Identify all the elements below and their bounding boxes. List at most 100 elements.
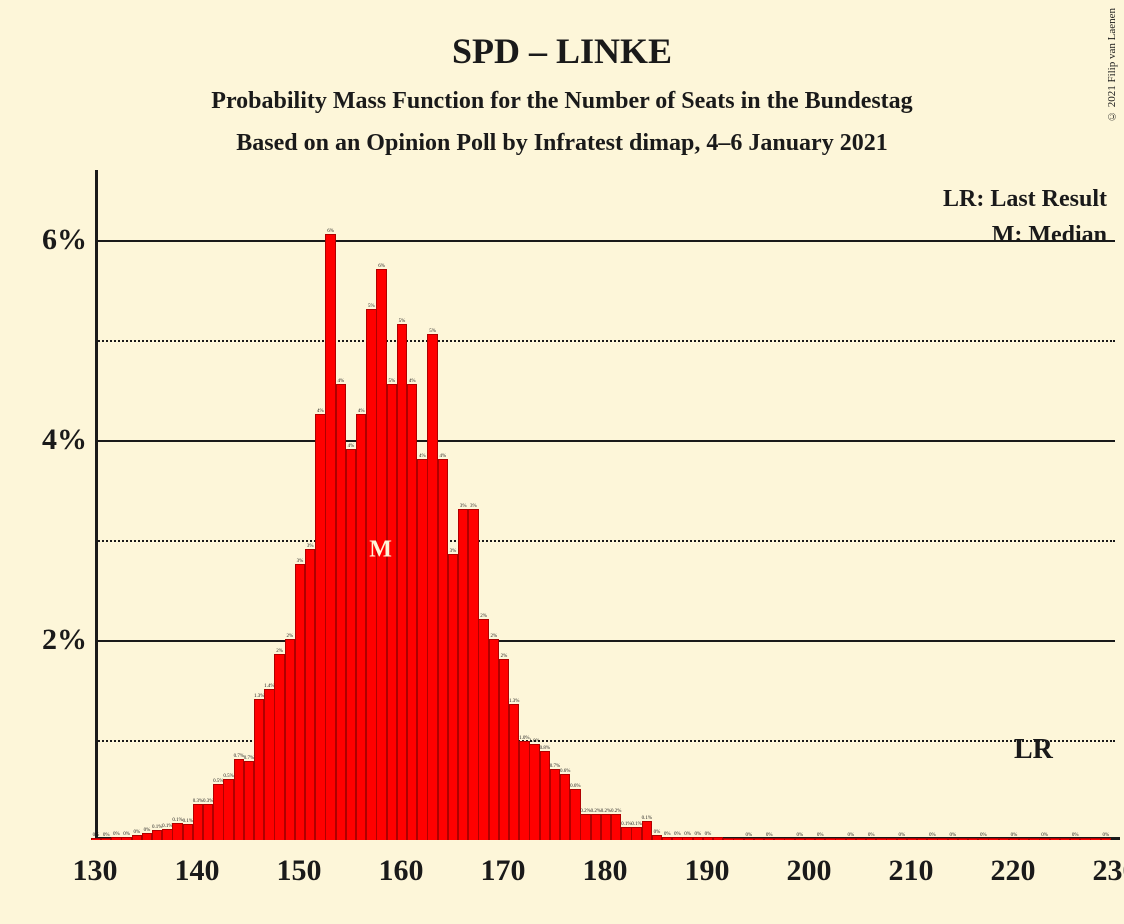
bar-value-label: 3%	[450, 549, 457, 555]
bar	[733, 838, 743, 840]
bar-value-label: 4%	[337, 379, 344, 385]
bar: 0%	[927, 838, 937, 840]
bar: 0.8%	[540, 751, 550, 840]
bar-value-label: 0%	[664, 832, 671, 838]
bar: 2%	[274, 654, 284, 840]
bar-value-label: 2%	[490, 634, 497, 640]
bar: 3%	[448, 554, 458, 840]
x-tick-label: 170	[481, 840, 526, 888]
chart-container: SPD – LINKE Probability Mass Function fo…	[0, 0, 1124, 924]
bar	[968, 838, 978, 840]
bar: 0.7%	[234, 759, 244, 840]
bar: 0%	[948, 838, 958, 840]
bar	[774, 838, 784, 840]
bar-value-label: 0.2%	[591, 809, 601, 815]
bar-value-label: 0.1%	[183, 819, 193, 825]
bar: 6%	[325, 234, 335, 840]
bar: 5%	[366, 309, 376, 840]
bar-value-label: 3%	[460, 504, 467, 510]
chart-subtitle-1: Probability Mass Function for the Number…	[0, 88, 1124, 115]
gridline-minor	[95, 340, 1115, 342]
copyright-text: © 2021 Filip van Laenen	[1106, 8, 1118, 122]
bar-value-label: 1.0%	[519, 736, 529, 742]
bar-value-label: 0.7%	[244, 756, 254, 762]
bar	[876, 838, 886, 840]
bar-value-label: 0%	[133, 830, 140, 836]
bar-value-label: 0%	[684, 832, 691, 838]
bar: 0%	[693, 837, 703, 840]
plot-area: 2%4%6%1301401501601701801902002102202300…	[95, 180, 1115, 840]
bar-value-label: 1.4%	[264, 684, 274, 690]
bar: 0.2%	[611, 814, 621, 840]
legend-median: M: Median	[992, 222, 1107, 249]
y-tick-label: 2%	[42, 623, 95, 657]
bar	[999, 838, 1009, 840]
bar-value-label: 0%	[745, 833, 752, 839]
gridline-major	[95, 240, 1115, 242]
bar-value-label: 0%	[144, 828, 151, 834]
gridline-major	[95, 640, 1115, 642]
bar	[784, 838, 794, 840]
bar: 0%	[846, 838, 856, 840]
bar-value-label: 2%	[286, 634, 293, 640]
bar	[907, 838, 917, 840]
bar: 4%	[336, 384, 346, 840]
bar: 0.1%	[631, 827, 641, 840]
bar: 0%	[121, 837, 131, 840]
bar: 1.0%	[519, 741, 529, 840]
bar	[917, 838, 927, 840]
bar-value-label: 2%	[501, 654, 508, 660]
gridline-minor	[95, 540, 1115, 542]
bar-value-label: 0.2%	[611, 809, 621, 815]
bar-value-label: 0%	[1072, 833, 1079, 839]
bar-value-label: 0.1%	[621, 822, 631, 828]
x-tick-label: 220	[991, 840, 1036, 888]
bar	[1090, 838, 1100, 840]
x-tick-label: 160	[379, 840, 424, 888]
bar: 2%	[478, 619, 488, 840]
bar: 0.2%	[591, 814, 601, 840]
bar-value-label: 5%	[399, 319, 406, 325]
bar: 0%	[652, 835, 662, 840]
bar-value-label: 2%	[276, 649, 283, 655]
bar: 1.3%	[254, 699, 264, 840]
bar: 0.3%	[193, 804, 203, 840]
bar-value-label: 0%	[694, 832, 701, 838]
bar-value-label: 0.5%	[213, 779, 223, 785]
bar: 0.7%	[244, 761, 254, 840]
bar: 3%	[305, 549, 315, 840]
bar-value-label: 0%	[93, 833, 100, 839]
bar: 0%	[1070, 838, 1080, 840]
bar-value-label: 0%	[898, 833, 905, 839]
bar: 0%	[101, 838, 111, 840]
x-tick-label: 210	[889, 840, 934, 888]
bar: 0%	[142, 833, 152, 840]
bar-value-label: 0.1%	[642, 816, 652, 822]
bar	[1019, 838, 1029, 840]
bar-value-label: 3%	[307, 544, 314, 550]
x-tick-label: 200	[787, 840, 832, 888]
bar: 0.2%	[601, 814, 611, 840]
bar	[805, 838, 815, 840]
x-tick-label: 180	[583, 840, 628, 888]
last-result-marker: LR	[1014, 734, 1053, 766]
bar-value-label: 0.1%	[162, 824, 172, 830]
bar-value-label: 0%	[929, 833, 936, 839]
bar-value-label: 0%	[103, 833, 110, 839]
bar: 0%	[672, 837, 682, 840]
bar-value-label: 0.5%	[223, 774, 233, 780]
bar: 3%	[458, 509, 468, 840]
bar-value-label: 4%	[419, 454, 426, 460]
bar: 4%	[417, 459, 427, 840]
bar-value-label: 4%	[358, 409, 365, 415]
bar: 2%	[285, 639, 295, 840]
bar: 0%	[682, 837, 692, 840]
bar: 1.4%	[264, 689, 274, 840]
bar: 0%	[744, 838, 754, 840]
bar-value-label: 4%	[409, 379, 416, 385]
bar: 0.1%	[152, 830, 162, 840]
bar	[754, 838, 764, 840]
bar: 0%	[1039, 838, 1049, 840]
bar: 1.3%	[509, 704, 519, 840]
bar-value-label: 0.7%	[550, 764, 560, 770]
